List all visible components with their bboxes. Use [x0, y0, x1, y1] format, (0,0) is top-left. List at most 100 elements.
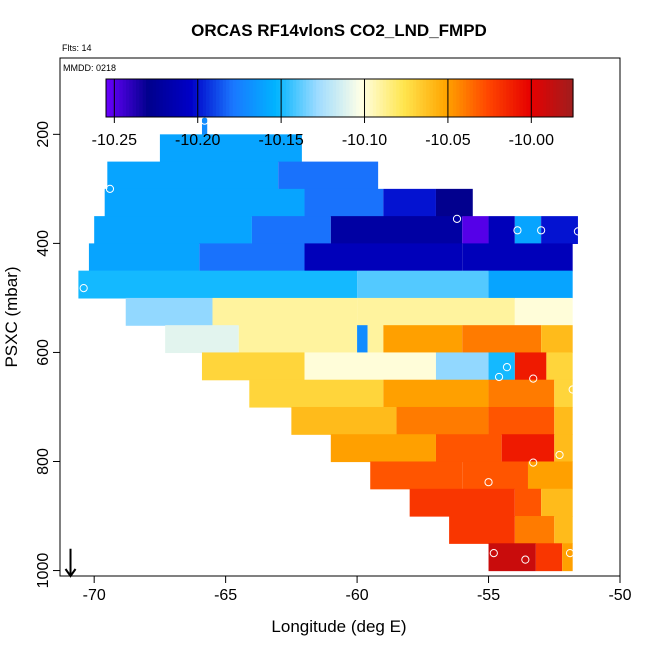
x-tick-label: -60 — [346, 587, 369, 604]
colorbar-cell — [366, 79, 371, 117]
colorbar-cell — [392, 79, 397, 117]
colorbar-cell — [442, 79, 447, 117]
flight-point — [529, 374, 538, 383]
flight-point — [494, 372, 504, 382]
colorbar-cell — [419, 79, 424, 117]
colorbar-cell — [276, 79, 281, 117]
heat-cell — [462, 243, 573, 272]
colorbar-cell — [476, 79, 481, 117]
colorbar-cell — [539, 79, 544, 117]
colorbar-cell — [452, 79, 457, 117]
heat-cell — [165, 325, 239, 354]
colorbar-cell — [299, 79, 304, 117]
heat-cell — [159, 134, 302, 163]
y-tick-label: 1000 — [35, 553, 52, 589]
colorbar-cell — [532, 79, 537, 117]
colorbar-cell — [346, 79, 351, 117]
colorbar-cell — [512, 79, 517, 117]
colorbar-cell — [482, 79, 487, 117]
heat-cell — [514, 516, 555, 544]
colorbar-cell — [489, 79, 494, 117]
heat-cell — [304, 352, 436, 381]
heat-cell — [554, 434, 573, 463]
heat-cell — [514, 297, 573, 326]
heat-cell — [435, 188, 473, 217]
heat-cell — [304, 188, 384, 217]
mmdd-label: MMDD: 0218 — [63, 63, 116, 73]
colorbar-cell — [172, 79, 177, 117]
colorbar-cell — [382, 79, 387, 117]
colorbar-cell — [132, 79, 137, 117]
colorbar-cell — [326, 79, 331, 117]
x-tick-label: -55 — [477, 587, 500, 604]
flight-point — [502, 363, 512, 372]
colorbar-cell — [486, 79, 491, 117]
heat-cell — [435, 434, 502, 463]
colorbar-cell — [256, 79, 261, 117]
colorbar-cell — [329, 79, 334, 117]
colorbar-cell — [536, 79, 541, 117]
x-axis: -70 -65 -60 -55 -50 — [83, 575, 632, 604]
colorbar-cell — [239, 79, 244, 117]
colorbar-cell — [316, 79, 321, 117]
colorbar-tick-label: -10.15 — [258, 132, 303, 149]
colorbar-cell — [336, 79, 341, 117]
flight-point — [537, 226, 546, 235]
colorbar-cell — [562, 79, 567, 117]
colorbar-cell — [122, 79, 127, 117]
heat-cell — [212, 297, 358, 326]
colorbar-cell — [552, 79, 557, 117]
colorbar-cell — [559, 79, 564, 117]
heat-cell — [462, 461, 528, 490]
y-tick-label: 400 — [35, 230, 52, 257]
heat-cell — [94, 216, 252, 244]
flight-point — [489, 549, 498, 558]
colorbar-cell — [262, 79, 267, 117]
heat-cell — [462, 325, 542, 354]
colorbar-cell — [229, 79, 234, 117]
heat-cell — [201, 107, 208, 135]
colorbar-cell — [139, 79, 144, 117]
colorbar-cell — [506, 79, 511, 117]
heat-cell — [562, 543, 573, 572]
heat-cell — [541, 325, 573, 354]
heat-cell — [554, 516, 573, 544]
colorbar-cell — [359, 79, 364, 117]
x-axis-label: Longitude (deg E) — [271, 617, 406, 636]
colorbar-cell — [456, 79, 461, 117]
colorbar-cell — [566, 79, 571, 117]
heat-cell — [104, 188, 305, 217]
colorbar-cell — [149, 79, 154, 117]
colorbar-cell — [472, 79, 477, 117]
colorbar-cell — [186, 79, 190, 117]
heat-cell — [462, 216, 489, 244]
heat-cell — [541, 216, 578, 244]
heat-cell — [330, 216, 463, 244]
colorbar-cell — [236, 79, 241, 117]
colorbar-cell — [209, 79, 214, 117]
colorbar-tick-label: -10.20 — [175, 132, 220, 149]
heat-cell — [278, 161, 379, 190]
colorbar-cell — [526, 79, 531, 117]
heat-cell — [488, 379, 555, 408]
colorbar-cell — [212, 79, 217, 117]
colorbar-cell — [312, 79, 317, 117]
heat-cell — [201, 352, 305, 381]
colorbar-cell — [342, 79, 347, 117]
heat-cell — [357, 270, 489, 299]
heat-cell — [514, 216, 542, 244]
colorbar-cell — [306, 79, 311, 117]
colorbar-tick-label: -10.10 — [342, 132, 387, 149]
colorbar-cell — [462, 79, 467, 117]
flight-point — [573, 227, 583, 236]
colorbar-cell — [129, 79, 134, 117]
colorbar-cell — [389, 79, 394, 117]
heat-cell — [409, 488, 515, 517]
colorbar-cell — [282, 79, 287, 117]
heat-cell — [367, 325, 384, 354]
heat-cell — [199, 243, 305, 272]
colorbar-cell — [369, 79, 374, 117]
colorbar-cell — [296, 79, 301, 117]
colorbar-cell — [549, 79, 554, 117]
